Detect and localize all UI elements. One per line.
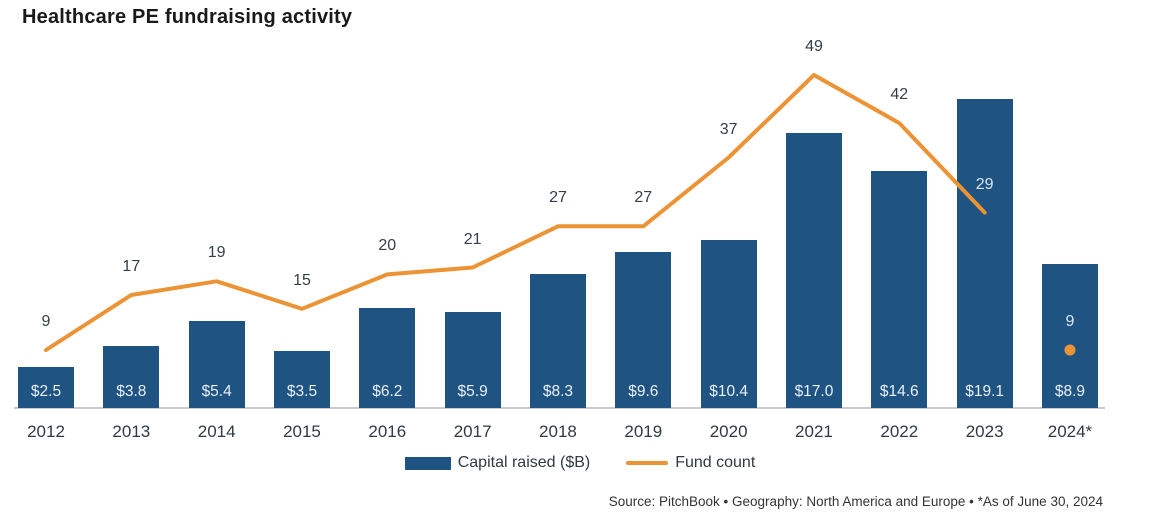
bar-2020: $10.4 — [700, 240, 757, 408]
bar-value-label: $8.3 — [542, 383, 574, 400]
x-axis-label-2024: 2024* — [1047, 422, 1093, 441]
fund-count-label: 9 — [41, 313, 51, 331]
legend-label: Fund count — [675, 454, 756, 471]
bar-2022: $14.6 — [871, 171, 928, 408]
x-axis-label-2014: 2014 — [197, 422, 236, 441]
bar-value-label: $9.6 — [628, 383, 659, 400]
fund-count-label: 42 — [890, 86, 909, 104]
bar-value-label: $19.1 — [965, 383, 1005, 400]
fund-count-label: 29 — [975, 175, 994, 193]
bar-value-label: $17.0 — [794, 383, 834, 400]
bar-value-label: $8.9 — [1054, 383, 1086, 400]
fund-count-label: 20 — [378, 237, 397, 255]
bar-value-label: $3.5 — [286, 383, 318, 400]
fund-count-line — [44, 73, 987, 352]
legend-item-fund-count: Fund count — [626, 454, 755, 472]
fund-count-swatch-icon — [626, 461, 669, 465]
bar-value-label: $2.5 — [30, 383, 62, 400]
x-axis-label-2023: 2023 — [965, 422, 1004, 441]
fund-count-label: 27 — [549, 189, 567, 207]
fund-count-label: 21 — [463, 230, 482, 248]
bar-value-label: $3.8 — [116, 383, 147, 400]
bar-value-label: $5.4 — [201, 383, 232, 400]
x-axis-label-2022: 2022 — [880, 422, 919, 441]
x-axis-label-2017: 2017 — [453, 422, 492, 441]
legend: Capital raised ($B) Fund count — [20, 454, 1140, 472]
x-axis-label-2020: 2020 — [709, 422, 748, 441]
bar-2018: $8.3 — [529, 274, 586, 408]
fund-count-label: 9 — [1065, 313, 1075, 331]
fund-count-label: 19 — [207, 244, 226, 262]
bar-value-label: $10.4 — [709, 383, 749, 400]
bar-2023: $19.1 — [956, 99, 1013, 408]
fund-count-label: 15 — [293, 271, 311, 289]
bar-2015: $3.5 — [273, 351, 330, 408]
bar-2016: $6.2 — [359, 308, 416, 408]
bar-value-label: $6.2 — [372, 383, 403, 400]
bar-2024: $8.9 — [1041, 264, 1098, 408]
x-axis-label-2013: 2013 — [112, 422, 151, 441]
chart-title: Healthcare PE fundraising activity — [22, 6, 353, 28]
fund-count-label: 17 — [122, 258, 141, 276]
x-axis-label-2021: 2021 — [795, 422, 833, 441]
legend-item-capital-raised: Capital raised ($B) — [404, 454, 591, 472]
x-axis-label-2018: 2018 — [539, 422, 577, 441]
x-axis-label-2019: 2019 — [624, 422, 663, 441]
fund-count-label: 49 — [805, 38, 823, 56]
legend-label: Capital raised ($B) — [457, 454, 591, 471]
bar-value-label: $5.9 — [457, 383, 488, 400]
fund-count-label: 37 — [719, 120, 738, 138]
bar-2021: $17.0 — [785, 133, 842, 408]
x-axis-line — [14, 407, 1105, 409]
fund-count-label: 27 — [634, 189, 653, 207]
capital-raised-swatch-icon — [404, 456, 451, 470]
bar-2013: $3.8 — [103, 346, 160, 408]
bar-2012: $2.5 — [18, 367, 74, 408]
bar-value-label: $14.6 — [879, 383, 919, 400]
bar-2014: $5.4 — [188, 321, 245, 408]
x-axis-label-2015: 2015 — [283, 422, 321, 441]
x-axis-label-2016: 2016 — [368, 422, 407, 441]
bar-2019: $9.6 — [615, 252, 672, 408]
bar-2017: $5.9 — [444, 312, 501, 408]
x-axis-label-2012: 2012 — [27, 422, 65, 441]
source-note: Source: PitchBook • Geography: North Ame… — [608, 494, 1103, 509]
